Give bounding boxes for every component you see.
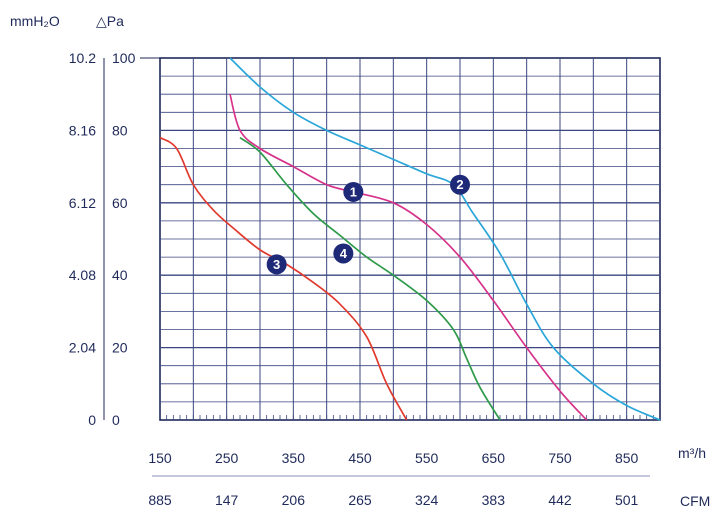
y-right-tick-label: 0	[112, 412, 120, 428]
x-secondary-tick-label: 147	[215, 492, 239, 508]
x-primary-tick-label: 250	[215, 450, 239, 466]
x-axis-ticks: 150 250 350 450 550 650 750 850 885 147 206 265 324 3…	[148, 450, 638, 508]
x-secondary-unit-label: CFM	[680, 493, 710, 509]
y-left-tick-label: 2.04	[69, 340, 96, 356]
y-left-tick-label: 4.08	[69, 267, 96, 283]
series-badge-4	[333, 243, 354, 264]
x-secondary-tick-label: 206	[282, 492, 306, 508]
y-left-tick-label: 10.2	[69, 50, 96, 66]
x-primary-tick-label: 750	[548, 450, 572, 466]
x-primary-tick-label: 650	[482, 450, 506, 466]
x-primary-tick-label: 350	[282, 450, 306, 466]
y-right-tick-label: 80	[112, 122, 128, 138]
x-primary-tick-label: 850	[615, 450, 639, 466]
series-badge-1	[343, 181, 364, 202]
y-right-tick-label: 20	[112, 340, 128, 356]
x-primary-unit-label: m³/h	[678, 445, 706, 461]
series-badge-label-2: 2	[456, 177, 463, 192]
series-badge-label-4: 4	[340, 246, 348, 261]
series-badge-label-3: 3	[273, 257, 280, 272]
series-badge-label-1: 1	[350, 184, 357, 199]
x-secondary-tick-label: 442	[548, 492, 572, 508]
x-secondary-tick-label: 885	[148, 492, 172, 508]
x-primary-tick-label: 150	[148, 450, 172, 466]
x-secondary-tick-label: 324	[415, 492, 439, 508]
y-right-unit-label: △Pa	[96, 13, 124, 29]
x-secondary-tick-label: 265	[348, 492, 372, 508]
y-left-tick-label: 0	[88, 412, 96, 428]
y-axis-ticks: 0 0 2.04 20 4.08 40 6.12 60 8.16 80 10.2 100	[69, 50, 136, 428]
series-badges: 1 2 3 4	[266, 174, 470, 275]
y-left-tick-label: 6.12	[69, 195, 96, 211]
x-primary-tick-label: 550	[415, 450, 439, 466]
x-primary-tick-label: 450	[348, 450, 372, 466]
y-left-unit-label: mmH₂O	[10, 13, 60, 29]
series-line-1	[229, 93, 588, 421]
y-right-tick-label: 100	[112, 50, 136, 66]
y-right-tick-label: 60	[112, 195, 128, 211]
series-badge-2	[450, 174, 470, 195]
x-secondary-tick-label: 383	[482, 492, 506, 508]
x-secondary-tick-label: 501	[615, 492, 639, 508]
y-left-tick-label: 8.16	[69, 122, 96, 138]
y-right-tick-label: 40	[112, 267, 128, 283]
series-line-4	[239, 136, 501, 421]
series-badge-3	[266, 254, 287, 275]
grid	[103, 57, 661, 421]
